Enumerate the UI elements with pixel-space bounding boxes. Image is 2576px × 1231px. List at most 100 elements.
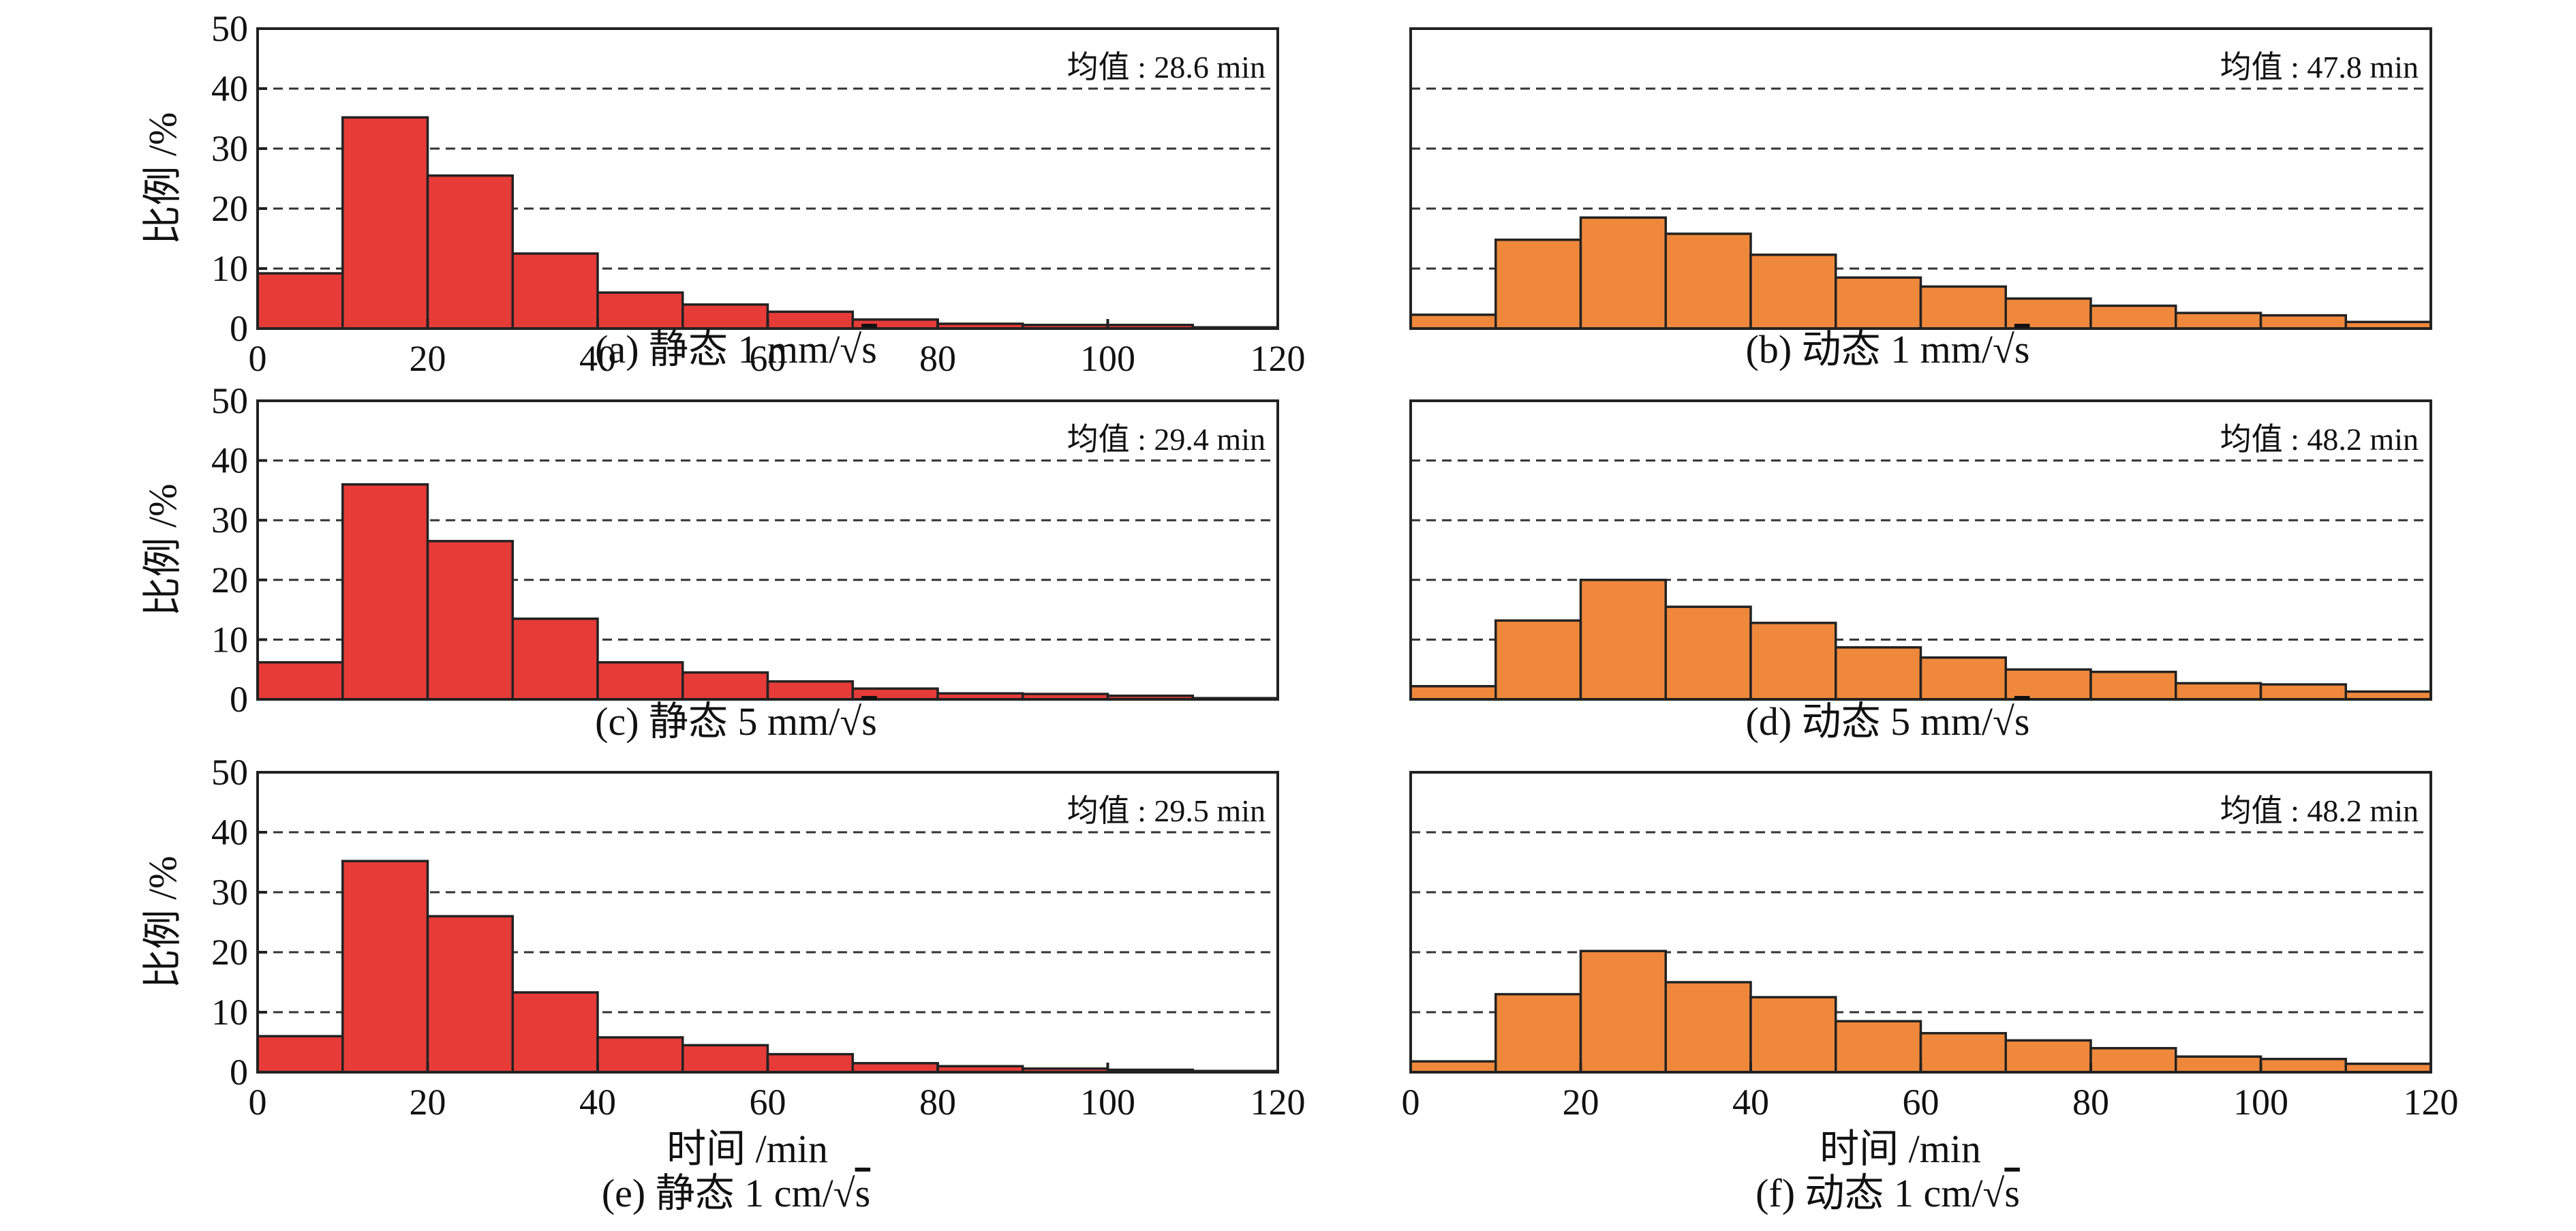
panel-caption: (e) 静态 1 cm/√s: [602, 1171, 870, 1215]
ytick-label-40: 40: [211, 812, 248, 853]
bar-20: [426, 540, 514, 701]
bar-20: [1579, 216, 1667, 330]
bar-70: [2004, 1039, 2092, 1074]
mean-label: 均值 : 28.6 min: [1067, 50, 1266, 85]
x-axis-label: 时间 /min: [1820, 1127, 1981, 1171]
caption-radicand: s: [861, 327, 877, 371]
bar-40: [1749, 622, 1837, 701]
caption-radicand: s: [2014, 327, 2030, 371]
xtick-label-0: 0: [249, 1082, 267, 1123]
bar-40: [596, 660, 684, 701]
ytick-label-50: 50: [211, 380, 248, 421]
xtick-label-40: 40: [579, 1082, 616, 1123]
xtick-label-60: 60: [1903, 1082, 1939, 1123]
caption-text: (f) 动态 1 cm/: [1755, 1171, 1983, 1215]
bar-10: [341, 116, 429, 330]
caption-radicand: s: [2004, 1171, 2020, 1215]
panel-c: 0 10 20 30 40 50 比例 /% 均值 : 29.4 min (c) 静态 5 mm…: [140, 380, 1279, 744]
panel-e: 0 10 20 30 40 50 0 20 40 60 80 100 120 比例 /% 时间 /min 均值…: [140, 752, 1306, 1215]
bar-100: [2259, 683, 2347, 701]
mean-label: 均值 : 47.8 min: [2220, 50, 2419, 85]
bar-30: [1664, 232, 1752, 330]
bar-0: [1409, 314, 1497, 330]
bar-10: [1494, 619, 1582, 701]
xtick-label-100: 100: [1080, 338, 1135, 379]
bar-10: [341, 860, 429, 1074]
ytick-label-40: 40: [211, 68, 248, 109]
bar-100: [2259, 1057, 2347, 1074]
bar-40: [596, 291, 684, 330]
y-axis-label: 比例 /%: [140, 112, 185, 245]
panel-f: 0 20 40 60 80 100 120 时间 /min 均值 : 48.2 min (f) 动…: [1402, 771, 2459, 1215]
panel-caption: (b) 动态 1 mm/√s: [1746, 327, 2030, 371]
xtick-label-60: 60: [750, 1082, 786, 1123]
bar-30: [511, 617, 599, 701]
ytick-label-30: 30: [211, 872, 248, 913]
ytick-label-0: 0: [230, 308, 248, 349]
xtick-label-120: 120: [1251, 338, 1306, 379]
panel-b: 均值 : 47.8 min (b) 动态 1 mm/√s: [1409, 27, 2432, 371]
bar-90: [2175, 311, 2263, 330]
x-axis-label: 时间 /min: [666, 1127, 828, 1171]
caption-text: (e) 静态 1 cm/: [602, 1171, 834, 1215]
ytick-label-20: 20: [211, 560, 248, 601]
xtick-label-80: 80: [919, 1082, 956, 1123]
bar-10: [1494, 239, 1582, 330]
plot-frame: [256, 399, 1279, 701]
xtick-label-100: 100: [1080, 1082, 1135, 1123]
xtick-label-20: 20: [1563, 1082, 1599, 1123]
bar-80: [2089, 304, 2177, 330]
bar-30: [511, 252, 599, 330]
bar-50: [1835, 646, 1922, 701]
bar-60: [1919, 1032, 2007, 1074]
xtick-label-80: 80: [2072, 1082, 2109, 1123]
bar-20: [426, 915, 514, 1074]
bar-70: [2004, 668, 2092, 701]
panel-d: 均值 : 48.2 min (d) 动态 5 mm/√s: [1409, 399, 2432, 744]
bar-50: [681, 671, 769, 701]
bar-0: [1409, 1060, 1497, 1074]
xtick-label-120: 120: [2404, 1082, 2459, 1123]
xtick-label-0: 0: [249, 338, 267, 379]
caption-radicand: s: [855, 1171, 871, 1215]
bar-70: [851, 687, 939, 701]
bar-20: [426, 174, 514, 330]
xtick-label-80: 80: [919, 338, 956, 379]
bar-40: [1749, 254, 1837, 330]
bar-70: [2004, 297, 2092, 330]
plot-frame: [1409, 399, 2432, 701]
bar-0: [256, 272, 344, 330]
caption-radicand: s: [2014, 699, 2030, 744]
bar-10: [341, 483, 429, 701]
caption-sqrt-sign: √: [840, 699, 861, 744]
bar-80: [2089, 1047, 2177, 1074]
caption-text: (c) 静态 5 mm/: [595, 699, 840, 744]
bar-60: [1919, 656, 2007, 701]
y-axis-label: 比例 /%: [140, 484, 185, 617]
ytick-label-10: 10: [211, 248, 248, 289]
bar-10: [1494, 992, 1582, 1074]
bar-30: [1664, 605, 1752, 701]
xtick-label-60: 60: [750, 338, 786, 379]
ytick-label-30: 30: [211, 128, 248, 169]
xtick-label-20: 20: [410, 338, 446, 379]
ytick-label-30: 30: [211, 500, 248, 541]
bar-0: [256, 660, 344, 701]
bar-60: [766, 310, 854, 330]
plot-frame: [1409, 27, 2432, 330]
bar-80: [2089, 670, 2177, 701]
caption-sqrt-sign: √: [1983, 1171, 2005, 1215]
panel-caption: (a) 静态 1 mm/√s: [595, 327, 877, 371]
ytick-label-40: 40: [211, 440, 248, 481]
bar-90: [2175, 682, 2263, 701]
bar-50: [1835, 276, 1922, 330]
bar-30: [511, 991, 599, 1074]
caption-sqrt-sign: √: [1993, 327, 2014, 371]
ytick-label-0: 0: [230, 1052, 248, 1093]
panel-caption: (f) 动态 1 cm/√s: [1755, 1171, 2020, 1215]
bar-50: [681, 303, 769, 330]
bar-30: [1664, 981, 1752, 1074]
panel-caption: (d) 动态 5 mm/√s: [1746, 699, 2030, 744]
bar-90: [2175, 1055, 2263, 1074]
xtick-label-20: 20: [410, 1082, 446, 1123]
